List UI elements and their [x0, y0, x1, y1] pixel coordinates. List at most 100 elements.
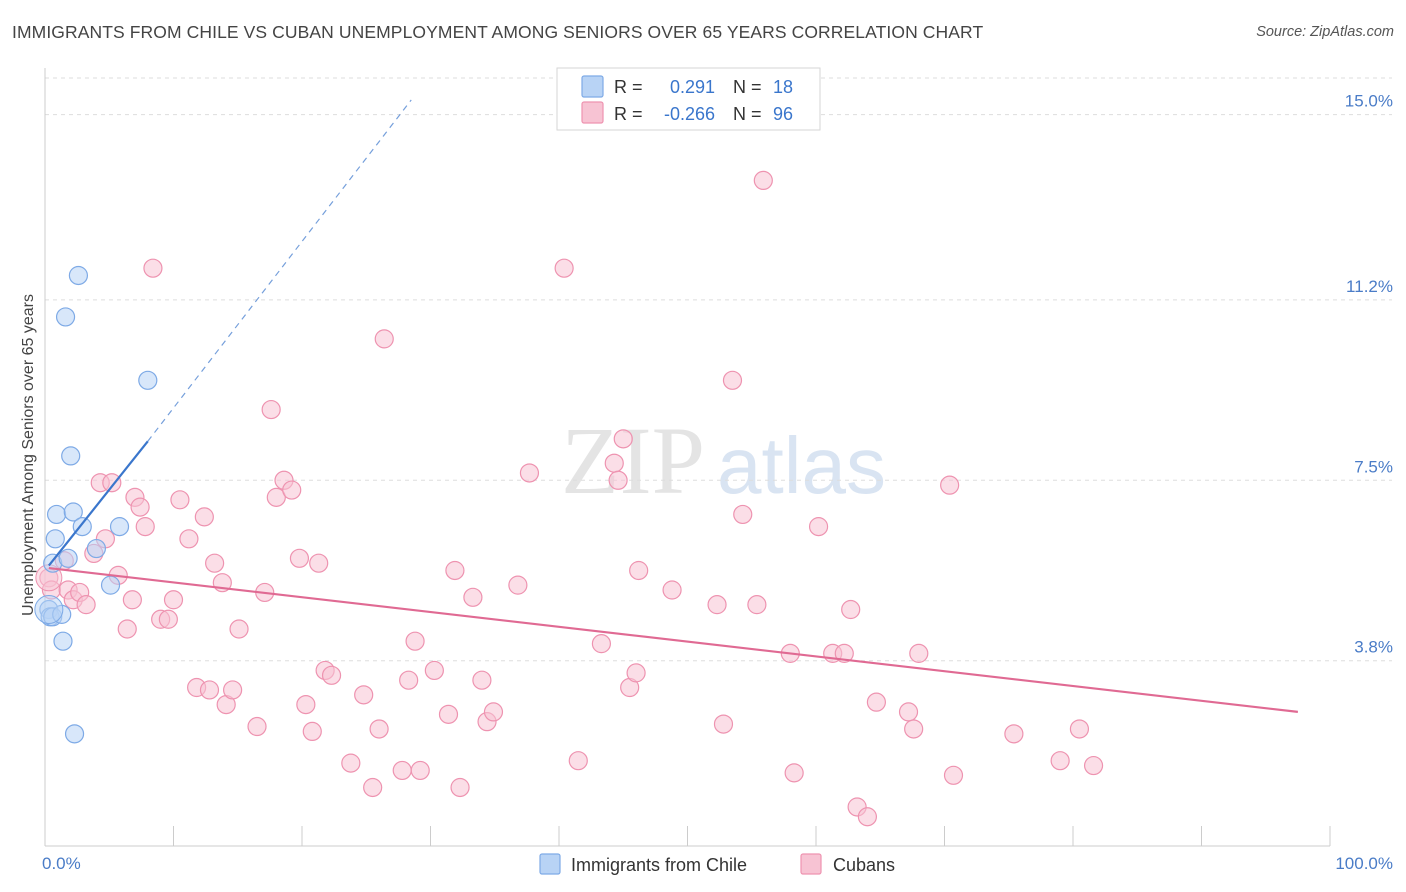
x-tick-label-1: 100.0% — [1335, 854, 1393, 873]
x-tick-label-0: 0.0% — [42, 854, 81, 873]
cuban-point-64 — [591, 634, 612, 654]
chile-point-7 — [53, 631, 73, 651]
cuban-point-43 — [341, 753, 361, 773]
series-legend: Immigrants from Chile Cubans — [539, 853, 895, 875]
cuban-point-66 — [608, 470, 628, 490]
cuban-point-72 — [707, 595, 727, 615]
chile-point-16 — [109, 517, 130, 537]
cuban-point-29 — [223, 680, 243, 700]
cuban-point-21 — [170, 490, 190, 510]
legend-r-label-cuban: R = — [614, 104, 643, 124]
cuban-point-13 — [122, 590, 142, 610]
chile-point-12 — [68, 265, 89, 286]
cuban-point-49 — [399, 670, 419, 690]
chile-point-10 — [61, 446, 81, 466]
watermark-zip: ZIP — [561, 407, 705, 514]
cuban-point-37 — [289, 548, 310, 568]
cuban-point-63 — [568, 751, 588, 771]
cuban-point-55 — [450, 777, 470, 798]
cuban-point-67 — [613, 429, 633, 449]
bottom-legend-label-cuban: Cubans — [833, 855, 895, 875]
legend-n-label-chile: N = — [733, 77, 762, 97]
chile-point-18 — [64, 724, 85, 744]
cuban-point-61 — [519, 463, 540, 483]
y-tick-labels: 3.8% 7.5% 11.2% 15.0% — [1345, 92, 1393, 657]
bottom-legend-swatch-cuban — [800, 853, 822, 875]
chile-points — [34, 265, 158, 744]
y-tick-label-2: 11.2% — [1346, 277, 1393, 296]
cuban-point-24 — [194, 507, 214, 527]
legend-swatch-chile — [581, 75, 604, 98]
cuban-point-60 — [508, 575, 528, 595]
cuban-point-71 — [662, 580, 682, 600]
legend-n-label-cuban: N = — [733, 104, 762, 124]
cuban-point-56 — [463, 587, 483, 607]
cuban-point-94 — [1069, 719, 1090, 739]
cuban-point-10 — [102, 473, 122, 493]
chile-cluster-point — [34, 595, 64, 625]
chart-title: IMMIGRANTS FROM CHILE VS CUBAN UNEMPLOYM… — [12, 22, 984, 42]
cuban-point-12 — [117, 619, 137, 639]
cuban-point-38 — [296, 694, 316, 715]
cuban-point-33 — [261, 399, 281, 420]
cuban-point-48 — [392, 760, 412, 781]
cuban-point-83 — [841, 599, 861, 620]
cuban-point-80 — [808, 517, 829, 537]
cuban-point-40 — [309, 553, 329, 573]
cuban-point-62 — [554, 258, 574, 278]
cuban-point-25 — [199, 680, 220, 700]
chile-point-11 — [63, 502, 83, 522]
chile-point-9 — [58, 548, 78, 568]
cuban-point-31 — [247, 716, 267, 737]
cuban-point-93 — [1050, 751, 1070, 771]
cuban-point-53 — [438, 704, 459, 724]
watermark-atlas: atlas — [717, 421, 886, 510]
cuban-point-65 — [604, 453, 624, 473]
chile-point-17 — [138, 370, 158, 390]
trend-lines — [47, 99, 1299, 713]
legend-r-value-chile: 0.291 — [670, 77, 715, 97]
cuban-point-52 — [424, 660, 444, 681]
chile-trend-line — [47, 440, 149, 567]
cuban-point-74 — [722, 370, 743, 390]
cuban-point-79 — [784, 763, 804, 783]
cuban-point-20 — [163, 590, 184, 610]
watermark: ZIP atlas — [561, 407, 886, 514]
x-tick-labels: 0.0% 100.0% — [42, 854, 1393, 873]
cuban-point-34 — [266, 487, 286, 507]
cuban-point-89 — [909, 643, 929, 663]
cuban-point-26 — [205, 553, 225, 573]
grid-lines — [45, 77, 1392, 662]
y-tick-label-0: 3.8% — [1354, 638, 1393, 657]
legend-n-value-cuban: 96 — [773, 104, 793, 124]
axes — [44, 68, 1331, 847]
y-tick-label-3: 15.0% — [1345, 92, 1393, 111]
cuban-point-70 — [629, 560, 649, 581]
bottom-legend-label-chile: Immigrants from Chile — [571, 855, 747, 875]
cuban-point-19 — [158, 609, 178, 629]
cuban-point-85 — [857, 807, 878, 827]
legend-swatch-cuban — [581, 101, 604, 124]
cuban-trend-line — [48, 566, 1299, 713]
chile-trend-line-extension — [147, 99, 412, 442]
cuban-point-91 — [943, 765, 964, 785]
bottom-legend-swatch-chile — [539, 853, 561, 875]
source-label: Source: ZipAtlas.com — [1256, 24, 1394, 40]
cuban-point-16 — [135, 517, 155, 537]
cuban-point-90 — [940, 475, 960, 495]
cubans-points — [35, 170, 1104, 827]
chile-point-15 — [100, 575, 121, 595]
cuban-point-30 — [229, 619, 249, 639]
cuban-point-87 — [898, 702, 919, 722]
cuban-point-46 — [369, 719, 389, 739]
cuban-point-51 — [410, 760, 430, 781]
chile-point-13 — [72, 517, 92, 537]
cuban-point-77 — [753, 170, 773, 190]
chile-point-14 — [86, 538, 107, 559]
cuban-point-82 — [834, 643, 854, 663]
cuban-point-69 — [626, 663, 646, 683]
cuban-point-17 — [143, 258, 163, 278]
cuban-point-45 — [363, 777, 383, 798]
correlation-legend: R = 0.291 N = 18 R = -0.266 N = 96 — [556, 67, 821, 131]
